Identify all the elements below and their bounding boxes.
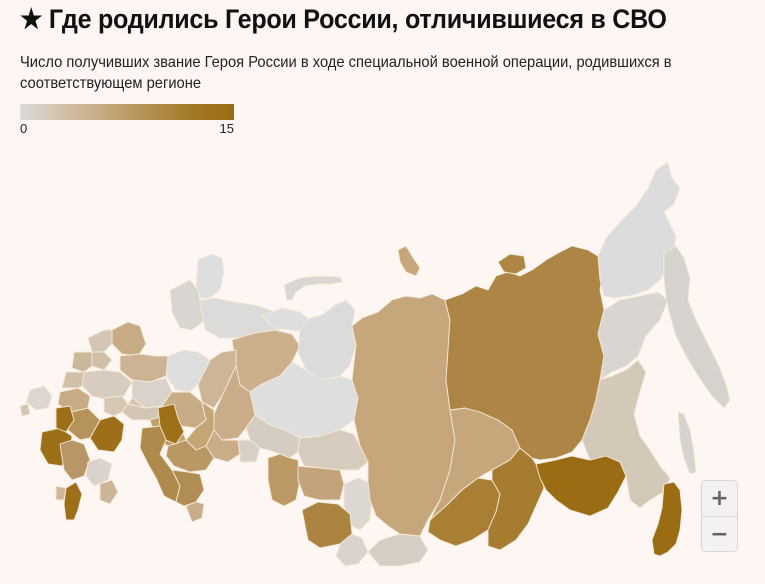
region-mordovia-chuvashia[interactable]	[127, 397, 147, 409]
region-novosibirsk[interactable]	[297, 465, 345, 501]
region-kherson-zaporozhye[interactable]	[55, 405, 75, 433]
region-kirov[interactable]	[165, 349, 211, 393]
region-leningrad[interactable]	[87, 329, 113, 353]
region-chukotka[interactable]	[597, 161, 681, 299]
region-yamalo-nenets[interactable]	[297, 299, 357, 381]
region-orenburg[interactable]	[165, 439, 215, 473]
region-yaroslavl-kostroma[interactable]	[119, 353, 169, 383]
region-tomsk[interactable]	[297, 429, 369, 471]
region-primorsky[interactable]	[651, 481, 683, 557]
region-kaliningrad[interactable]	[19, 403, 31, 417]
page-subtitle: Число получивших звание Героя России в х…	[20, 54, 672, 92]
color-legend: 0 15	[20, 104, 234, 137]
region-voronezh[interactable]	[89, 415, 125, 453]
region-tyva[interactable]	[367, 533, 429, 567]
region-krasnodar[interactable]	[59, 439, 91, 481]
region-tver-moscow[interactable]	[81, 369, 133, 401]
region-new-siberian-islands[interactable]	[497, 253, 527, 275]
region-novgorod[interactable]	[91, 351, 113, 371]
zoom-out-button[interactable]: −	[702, 516, 737, 551]
region-kalmykia[interactable]	[185, 501, 205, 523]
region-severnaya-zemlya[interactable]	[397, 245, 421, 277]
region-kurgan[interactable]	[237, 439, 261, 463]
region-murmansk[interactable]	[195, 253, 225, 299]
region-altai-republic[interactable]	[335, 533, 369, 567]
region-tambov-lipetsk[interactable]	[103, 395, 129, 417]
region-perm[interactable]	[197, 349, 237, 409]
page-title: ★ Где родились Герои России, отличившиес…	[20, 4, 667, 34]
region-stavropol[interactable]	[85, 457, 113, 487]
region-amur[interactable]	[535, 455, 627, 517]
region-pskov[interactable]	[71, 351, 93, 373]
legend-gradient-bar	[20, 104, 234, 120]
region-smolensk-kaluga[interactable]	[61, 371, 85, 389]
map-zoom-control: + −	[701, 480, 738, 552]
region-crimea[interactable]	[25, 385, 53, 411]
region-omsk[interactable]	[267, 453, 301, 507]
region-dagestan[interactable]	[63, 481, 83, 521]
region-novaya-zemlya[interactable]	[283, 275, 344, 301]
region-sakhalin[interactable]	[677, 411, 697, 475]
region-magadan[interactable]	[597, 291, 669, 381]
region-vologda[interactable]	[111, 321, 147, 357]
legend-labels: 0 15	[20, 121, 234, 137]
zoom-in-button[interactable]: +	[710, 486, 729, 511]
region-sverdlovsk[interactable]	[209, 365, 256, 441]
region-chechnya-ingushetia[interactable]	[55, 485, 67, 501]
legend-min-label: 0	[20, 121, 28, 136]
russia-choropleth-map[interactable]	[0, 140, 765, 584]
region-north-caucasus[interactable]	[99, 479, 119, 505]
region-kamchatka[interactable]	[663, 245, 731, 409]
legend-max-label: 15	[219, 121, 234, 136]
